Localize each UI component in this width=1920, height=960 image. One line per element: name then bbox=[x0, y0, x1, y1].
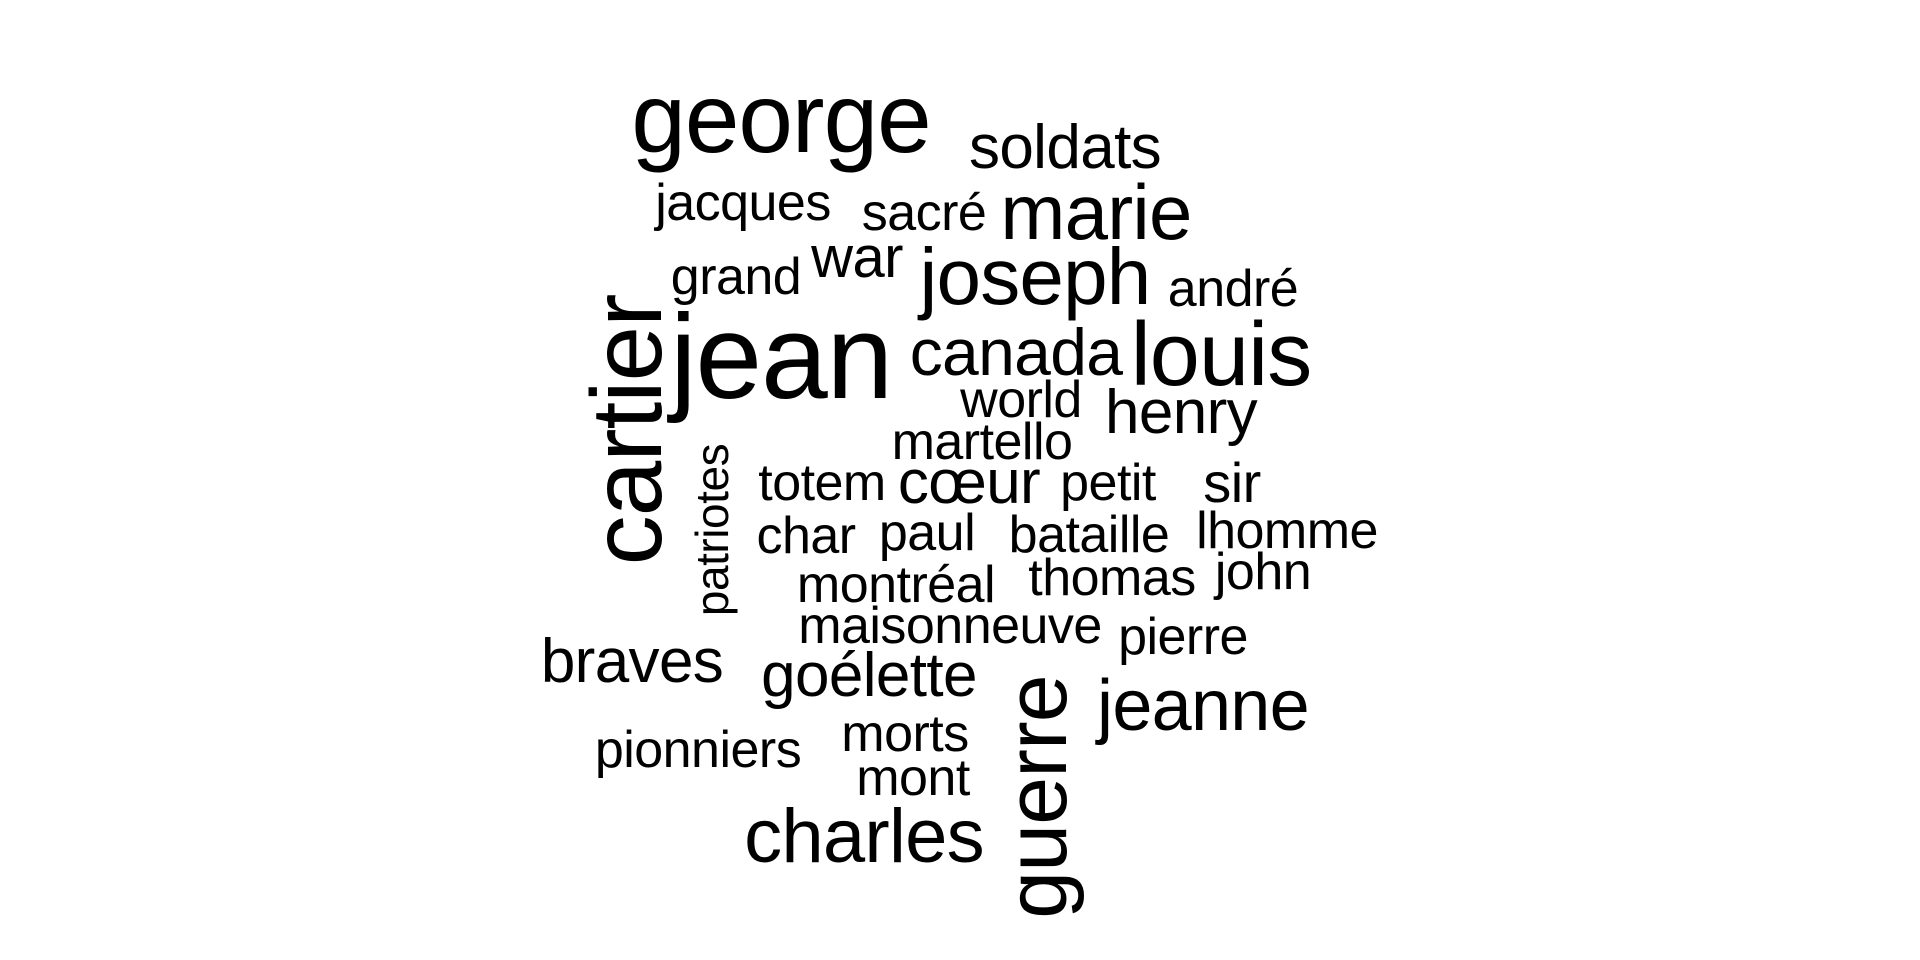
word-jacques: jacques bbox=[655, 174, 831, 232]
word-martello: martello bbox=[891, 413, 1073, 471]
word-henry: henry bbox=[1105, 378, 1258, 447]
word-bataille: bataille bbox=[1008, 506, 1170, 564]
word-jeanne: jeanne bbox=[1097, 666, 1310, 746]
word-petit: petit bbox=[1060, 454, 1156, 512]
word-grand: grand bbox=[670, 248, 802, 306]
word-coeur: cœur bbox=[897, 448, 1041, 517]
word-sacre: sacré bbox=[861, 184, 987, 242]
word-joseph: joseph bbox=[919, 232, 1152, 321]
word-maisonneuve: maisonneuve bbox=[798, 597, 1102, 655]
word-lhomme: lhomme bbox=[1196, 502, 1378, 560]
word-louis: louis bbox=[1130, 305, 1313, 405]
word-braves: braves bbox=[540, 627, 724, 696]
word-cartier: cartier bbox=[571, 294, 683, 566]
word-thomas: thomas bbox=[1028, 549, 1196, 607]
word-sir: sir bbox=[1203, 451, 1261, 514]
word-marie: marie bbox=[1000, 168, 1192, 256]
word-george: george bbox=[631, 63, 931, 173]
word-canada: canada bbox=[909, 315, 1123, 389]
word-char: char bbox=[756, 507, 856, 565]
word-montreal: montréal bbox=[796, 556, 996, 614]
word-patriotes: patriotes bbox=[686, 443, 738, 617]
word-paul: paul bbox=[878, 504, 976, 562]
word-guerre: guerre bbox=[989, 675, 1085, 919]
word-pionniers: pionniers bbox=[594, 721, 802, 779]
word-andre: andré bbox=[1167, 260, 1299, 318]
word-goelette: goélette bbox=[761, 641, 977, 710]
word-pierre: pierre bbox=[1118, 608, 1248, 666]
word-soldats: soldats bbox=[968, 113, 1162, 182]
word-mont: mont bbox=[856, 749, 970, 807]
word-world: world bbox=[960, 371, 1082, 429]
word-charles: charles bbox=[744, 794, 984, 879]
word-war: war bbox=[811, 225, 903, 290]
word-morts: morts bbox=[841, 705, 969, 763]
word-totem: totem bbox=[758, 454, 886, 512]
word-john: john bbox=[1214, 543, 1312, 601]
word-jean: jean bbox=[669, 290, 893, 424]
